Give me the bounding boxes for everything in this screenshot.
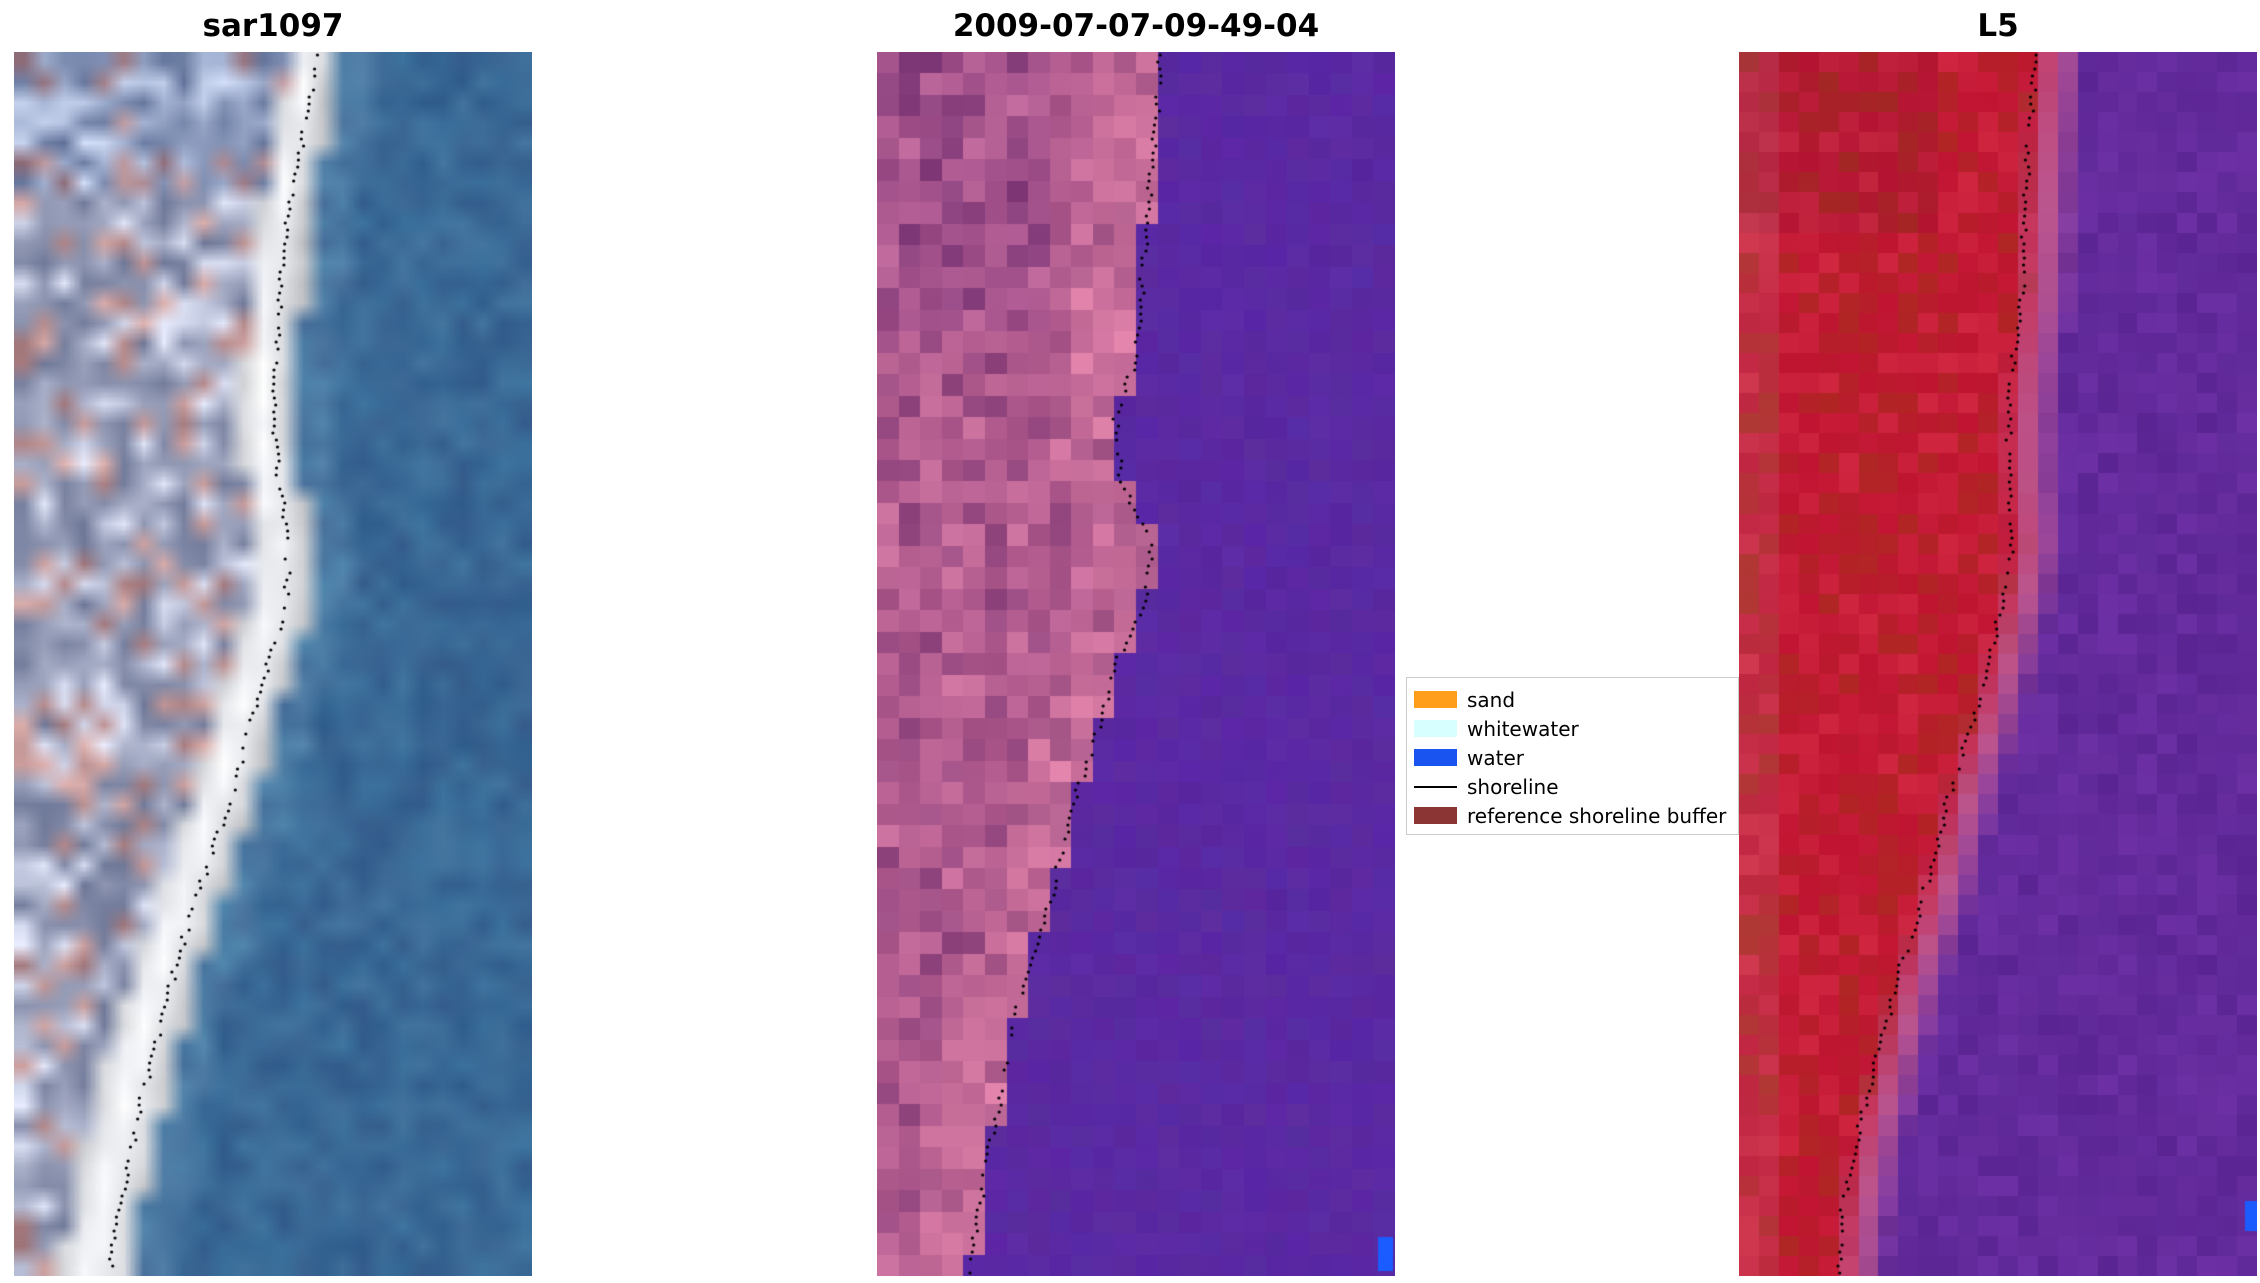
reference-buffer-swatch-icon: [1414, 807, 1457, 824]
legend-label-whitewater: whitewater: [1467, 716, 1579, 741]
classified-image-panel: [877, 52, 1395, 1276]
sand-swatch-icon: [1414, 691, 1457, 708]
legend-label-water: water: [1467, 745, 1524, 770]
legend-row-sand: sand: [1414, 685, 1738, 714]
panel-title-l5: L5: [1977, 8, 2019, 44]
legend-row-whitewater: whitewater: [1414, 714, 1738, 743]
panel-title-date: 2009-07-07-09-49-04: [952, 8, 1320, 44]
l5-image-panel: [1739, 52, 2257, 1276]
legend-label-sand: sand: [1467, 687, 1516, 712]
water-swatch-icon: [1414, 749, 1457, 766]
legend-row-shoreline: shoreline: [1414, 772, 1738, 801]
legend-label-shoreline: shoreline: [1467, 774, 1559, 799]
legend-row-water: water: [1414, 743, 1738, 772]
legend-label-reference-buffer: reference shoreline buffer: [1467, 803, 1727, 828]
whitewater-swatch-icon: [1414, 720, 1457, 737]
legend-row-reference-buffer: reference shoreline buffer: [1414, 801, 1738, 830]
panel-title-sar: sar1097: [202, 8, 344, 44]
sar-image-panel: [14, 52, 532, 1276]
legend-box: sand whitewater water shoreline referenc…: [1406, 677, 1739, 835]
shoreline-line-icon: [1414, 785, 1457, 788]
